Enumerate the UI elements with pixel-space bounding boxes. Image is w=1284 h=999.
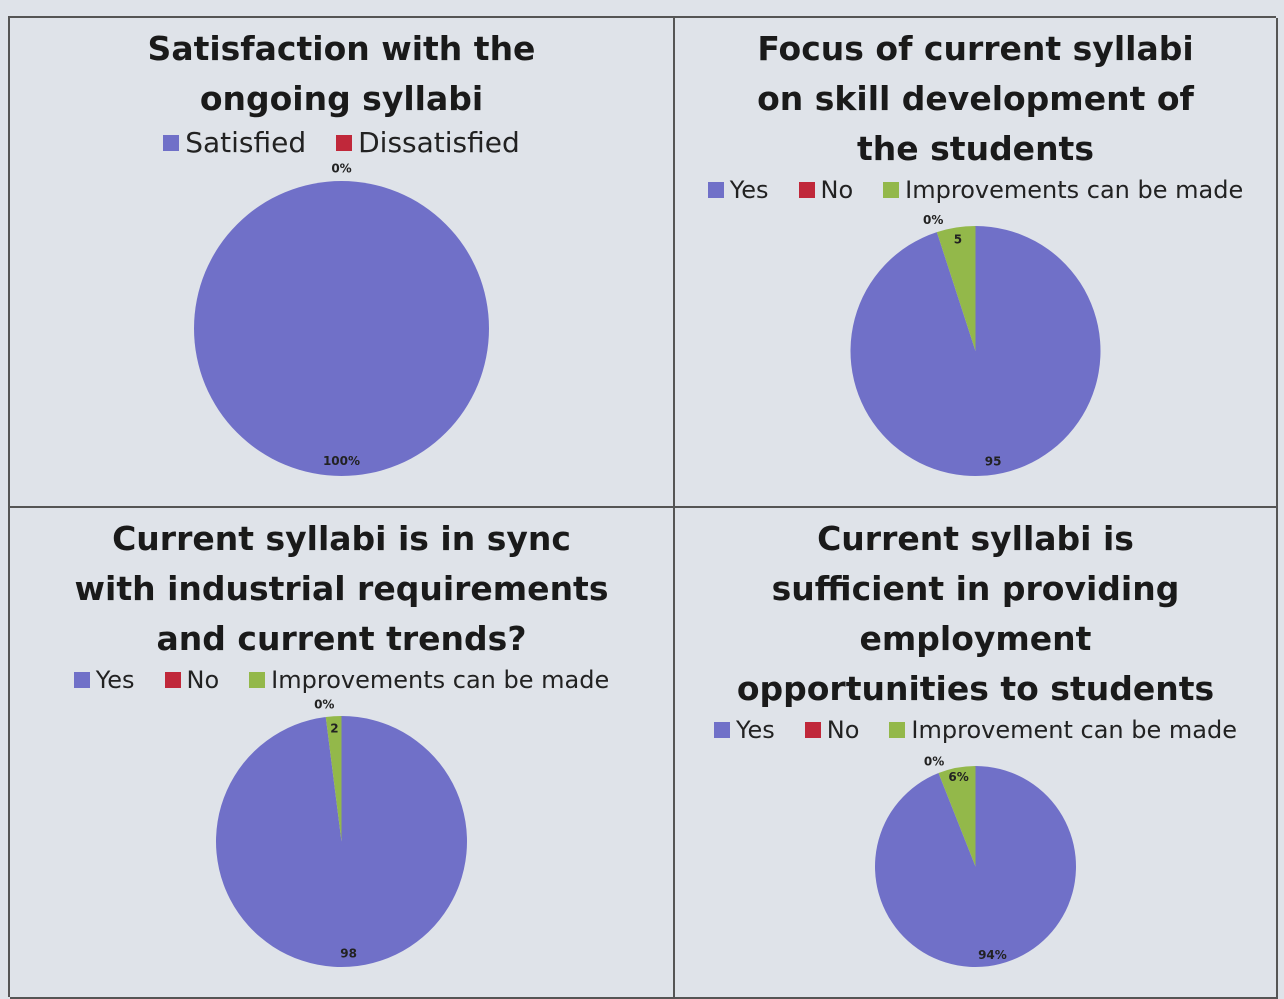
legend-label: No [820, 176, 854, 204]
data-label: 94% [978, 948, 1007, 962]
legend-item: Yes [714, 716, 775, 744]
legend-item: Improvements can be made [883, 176, 1243, 204]
legend-label: Improvement can be made [911, 716, 1237, 744]
legend-item: Improvement can be made [889, 716, 1237, 744]
data-label: 2 [330, 721, 338, 735]
legend-item: Dissatisfied [336, 126, 520, 159]
pie-chart: 100% 0% [194, 162, 489, 476]
legend-swatch [73, 672, 90, 688]
data-label: 100% [323, 454, 360, 468]
legend-swatch [798, 182, 815, 198]
chart-title: Current syllabi is in sync with industri… [74, 519, 609, 658]
pie-slice [325, 716, 342, 842]
legend-item: Yes [73, 666, 135, 694]
legend-swatch [163, 134, 180, 151]
pie-chart: 95 0% 5 [850, 213, 1101, 476]
legend-swatch [336, 134, 353, 151]
legend-swatch [707, 182, 724, 198]
legend-label: Dissatisfied [358, 126, 520, 159]
legend: Yes No Improvement can be made [714, 716, 1237, 744]
chart-title: Satisfaction with the ongoing syllabi [147, 29, 536, 118]
data-label: 0% [331, 162, 351, 176]
legend-swatch [714, 722, 731, 738]
legend-label: No [826, 716, 860, 744]
chart-title: Focus of current syllabi on skill develo… [757, 29, 1194, 168]
legend-label: Yes [729, 176, 769, 204]
chart-panel: Satisfaction with the ongoing syllabi Sat… [10, 18, 675, 508]
chart-title: Current syllabi is sufficient in providi… [736, 519, 1215, 708]
chart-panel: Current syllabi is in sync with industri… [10, 508, 675, 999]
pie-chart: 98 0% 2 [215, 698, 468, 967]
data-label: 5 [954, 232, 962, 246]
legend-label: Satisfied [185, 126, 307, 159]
chart-grid: Satisfaction with the ongoing syllabi Sat… [8, 16, 1278, 999]
legend-label: No [186, 666, 220, 694]
legend-label: Improvements can be made [271, 666, 610, 694]
legend: Yes No Improvements can be made [707, 176, 1243, 204]
pie-slice [938, 766, 976, 867]
pie-slice [194, 181, 489, 476]
legend-swatch [164, 672, 181, 688]
legend-item: No [804, 716, 860, 744]
legend-item: No [798, 176, 854, 204]
chart-panel: Focus of current syllabi on skill develo… [675, 18, 1278, 508]
data-label: 0% [314, 698, 334, 712]
data-label: 0% [923, 213, 943, 227]
legend: Yes No Improvements can be made [73, 666, 609, 694]
legend-item: No [164, 666, 220, 694]
legend-label: Improvements can be made [905, 176, 1244, 204]
legend-item: Satisfied [163, 126, 306, 159]
legend: Satisfied Dissatisfied [163, 126, 520, 159]
data-label: 0% [924, 754, 944, 768]
pie-slice [936, 226, 976, 351]
legend-item: Improvements can be made [249, 666, 609, 694]
legend-label: Yes [736, 716, 775, 744]
legend-item: Yes [707, 176, 769, 204]
legend-swatch [883, 182, 900, 198]
data-label: 6% [948, 770, 968, 784]
legend-swatch [249, 672, 266, 688]
data-label: 95 [985, 455, 1002, 469]
pie-chart: 94% 0% 6% [875, 754, 1076, 967]
legend-swatch [804, 722, 821, 738]
chart-panel: Current syllabi is sufficient in providi… [675, 508, 1278, 999]
legend-swatch [889, 722, 906, 738]
data-label: 98 [340, 947, 357, 961]
legend-label: Yes [95, 666, 135, 694]
